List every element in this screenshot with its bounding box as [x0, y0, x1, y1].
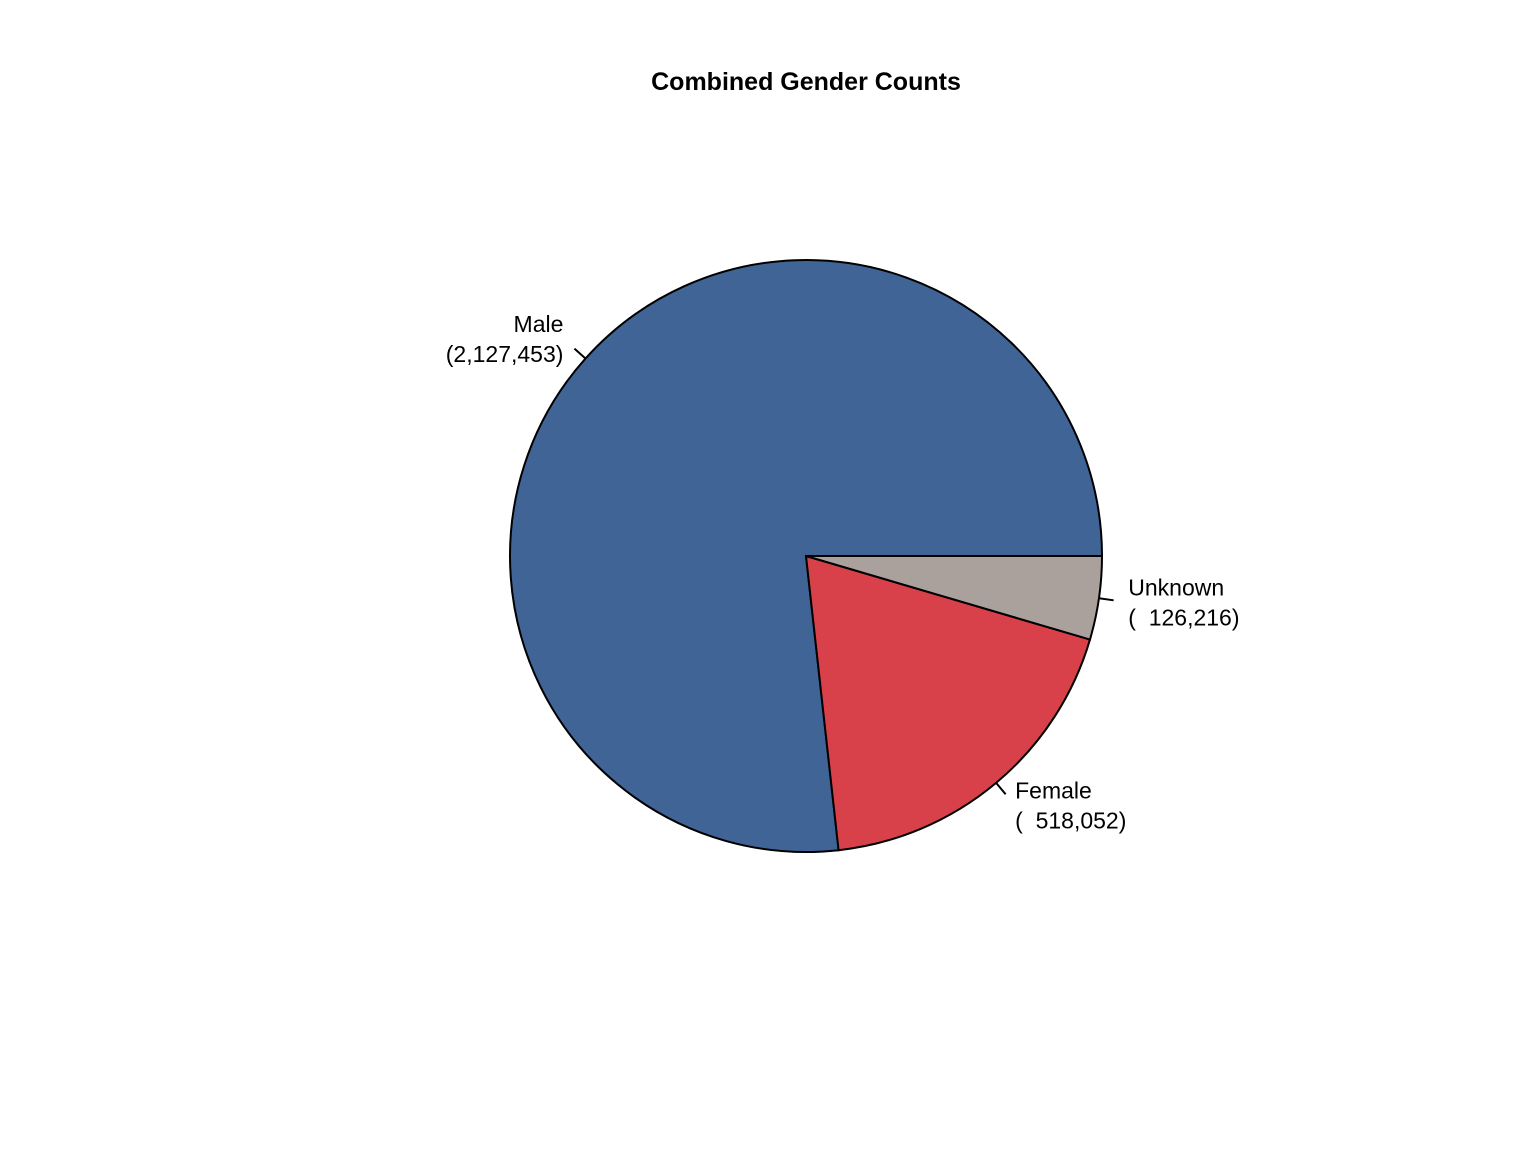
- pie-labels: Male (2,127,453) Female ( 518,052) Unknown ( …: [446, 311, 1240, 834]
- slice-name: Female: [1015, 778, 1092, 804]
- slice-name: Unknown: [1128, 574, 1224, 600]
- pie-slices: [509, 259, 1104, 853]
- pie-slice-female: [804, 554, 1092, 852]
- slice-value: ( 126,216): [1128, 604, 1239, 630]
- slice-value: ( 518,052): [1015, 808, 1126, 834]
- slice-label-male: Male (2,127,453): [446, 311, 564, 367]
- slice-value: (2,127,453): [446, 341, 564, 367]
- chart-title: Combined Gender Counts: [651, 68, 961, 96]
- leader-line-female: [995, 782, 1007, 795]
- slice-label-female: Female ( 518,052): [1015, 778, 1126, 834]
- pie-slice-unknown: [805, 555, 1104, 641]
- leader-line-male: [573, 347, 587, 360]
- slice-name: Male: [514, 311, 564, 337]
- slice-label-unknown: Unknown ( 126,216): [1128, 574, 1239, 630]
- leader-line-unknown: [1098, 597, 1114, 602]
